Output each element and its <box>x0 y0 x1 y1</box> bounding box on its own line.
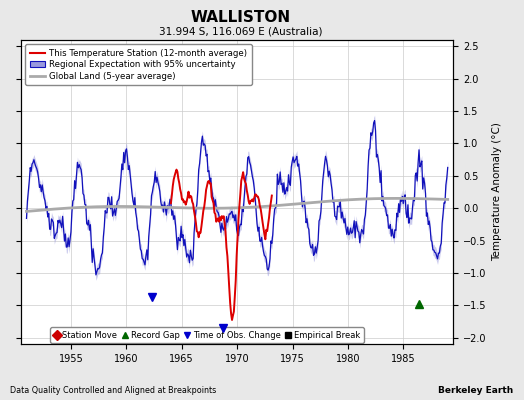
Y-axis label: Temperature Anomaly (°C): Temperature Anomaly (°C) <box>492 122 502 262</box>
Text: WALLISTON: WALLISTON <box>191 10 291 25</box>
Legend: Station Move, Record Gap, Time of Obs. Change, Empirical Break: Station Move, Record Gap, Time of Obs. C… <box>50 327 364 343</box>
Text: 31.994 S, 116.069 E (Australia): 31.994 S, 116.069 E (Australia) <box>159 26 323 36</box>
Text: Data Quality Controlled and Aligned at Breakpoints: Data Quality Controlled and Aligned at B… <box>10 386 217 395</box>
Text: Berkeley Earth: Berkeley Earth <box>438 386 514 395</box>
